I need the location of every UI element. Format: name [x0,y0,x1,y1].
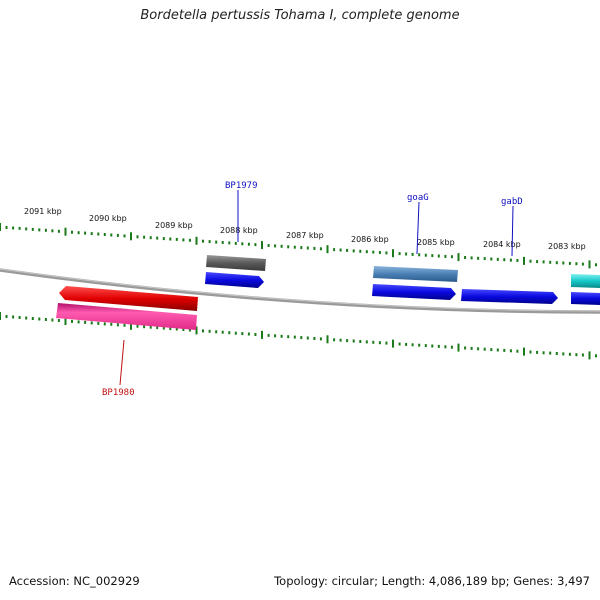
scale-label: 2087 kbp [286,231,324,240]
outer-tick-track [0,223,597,269]
genome-backbone [0,268,600,314]
gene-label-bp1980[interactable]: BP1980 [102,388,135,398]
feature-blue-right[interactable] [571,292,600,305]
feature-bp1979-cds[interactable] [205,272,264,288]
scale-label: 2084 kbp [483,240,521,249]
feature-bp1980-cds[interactable] [59,286,198,311]
feature-cyan[interactable] [571,274,600,288]
scale-label: 2083 kbp [548,242,586,251]
accession-text: Accession: NC_002929 [9,574,140,588]
genome-backbone-highlight [0,268,600,312]
scale-label: 2088 kbp [220,226,258,235]
inner-tick-track [0,312,597,360]
leader-line-goaG [416,201,420,255]
gene-label-bp1979[interactable]: BP1979 [225,181,258,191]
feature-goaG-cds[interactable] [372,284,456,300]
feature-bp1980-pink[interactable] [56,303,197,330]
scale-label: 2086 kbp [351,235,389,244]
scale-label: 2091 kbp [24,207,62,216]
gene-label-goaG[interactable]: goaG [407,193,429,203]
scale-labels: 2091 kbp 2090 kbp 2089 kbp 2088 kbp 2087… [24,207,586,251]
genome-summary-text: Topology: circular; Length: 4,086,189 bp… [274,574,590,588]
map-title: Bordetella pertussis Tohama I, complete … [140,8,460,23]
scale-label: 2085 kbp [417,238,455,247]
feature-gabD-cds[interactable] [461,289,558,304]
gene-label-gabD[interactable]: gabD [501,197,523,207]
scale-label: 2089 kbp [155,221,193,230]
feature-bp1979-gray[interactable] [206,255,266,271]
scale-label: 2090 kbp [89,214,127,223]
feature-goaG-steel[interactable] [373,266,458,282]
leader-line-gabD [511,205,514,257]
leader-line-bp1980 [119,339,125,386]
